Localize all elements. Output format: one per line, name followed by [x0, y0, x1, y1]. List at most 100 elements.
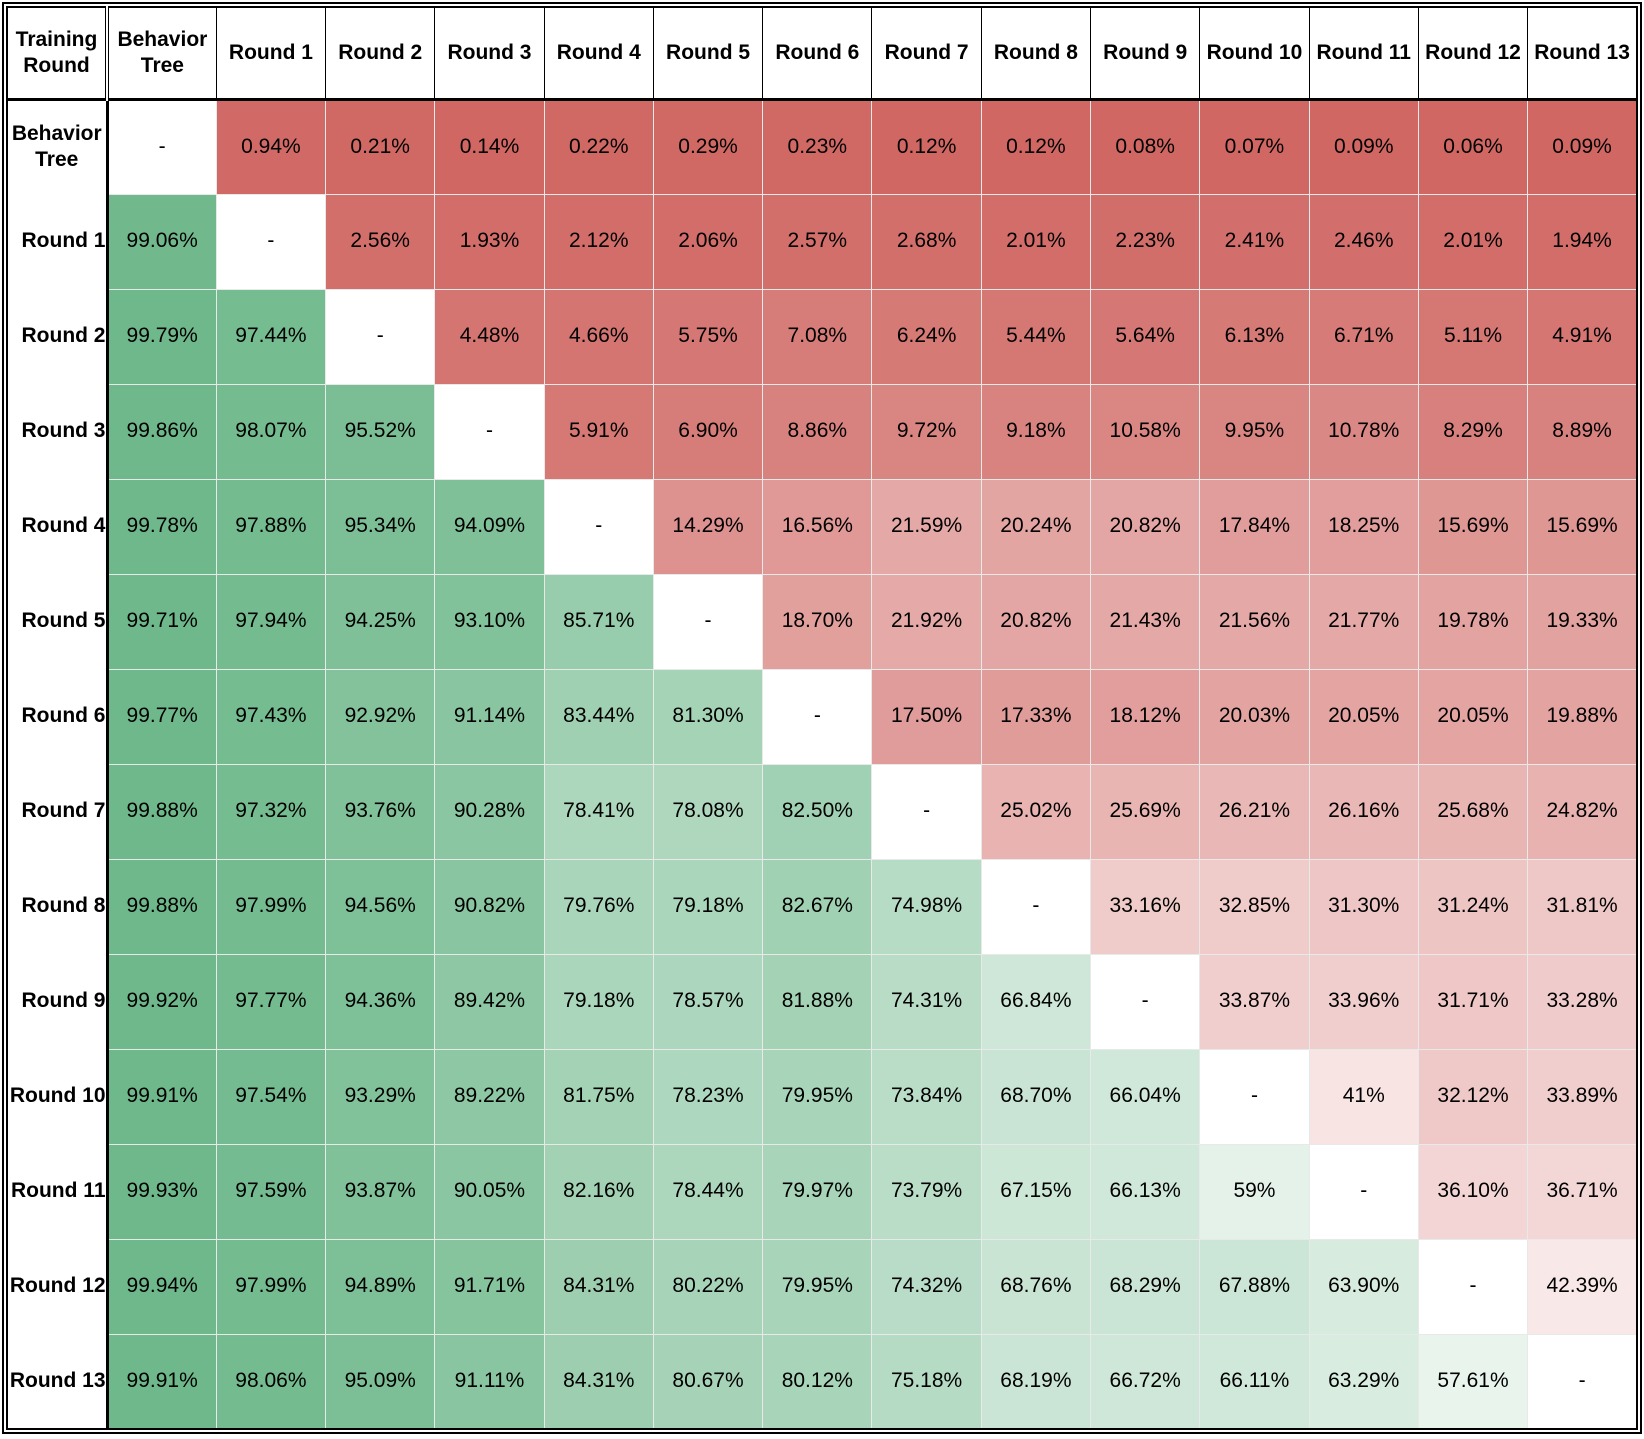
matrix-cell: 5.64%	[1090, 288, 1201, 385]
matrix-cell: 42.39%	[1527, 1238, 1638, 1335]
matrix-cell: 2.12%	[543, 193, 654, 290]
matrix-cell: 90.28%	[434, 763, 545, 860]
matrix-cell: 82.50%	[762, 763, 873, 860]
row-header: Round 5	[6, 574, 109, 669]
matrix-cell: 0.94%	[215, 98, 327, 195]
matrix-cell: 95.09%	[325, 1333, 436, 1430]
matrix-cell: 83.44%	[543, 668, 654, 765]
matrix-cell: 10.78%	[1308, 383, 1419, 480]
matrix-cell: 5.44%	[980, 288, 1092, 385]
matrix-cell: 82.67%	[762, 858, 873, 955]
table-row: Round 6 99.77% 97.43% 92.92% 91.14% 83.44% 81.…	[6, 668, 1638, 765]
matrix-cell: 99.78%	[106, 478, 217, 575]
matrix-cell: 98.07%	[215, 383, 327, 480]
matrix-cell: 2.56%	[325, 193, 436, 290]
matrix-cell: 0.09%	[1308, 98, 1419, 195]
matrix-cell: 5.91%	[543, 383, 654, 480]
matrix-cell: 97.43%	[215, 668, 327, 765]
matrix-cell: -	[1090, 953, 1201, 1050]
matrix-cell: 99.71%	[106, 573, 217, 670]
matrix-cell: 31.71%	[1417, 953, 1529, 1050]
matrix-cell: 0.14%	[434, 98, 545, 195]
col-header: Round 11	[1308, 6, 1419, 101]
matrix-cell: 1.93%	[434, 193, 545, 290]
col-header: Round 5	[652, 6, 764, 101]
matrix-cell: 79.95%	[762, 1238, 873, 1335]
matrix-cell: 2.01%	[980, 193, 1092, 290]
matrix-cell: 26.16%	[1308, 763, 1419, 860]
row-header: Round 1	[6, 194, 109, 289]
matrix-cell: 5.11%	[1417, 288, 1529, 385]
matrix-cell: 6.71%	[1308, 288, 1419, 385]
matrix-cell: 91.14%	[434, 668, 545, 765]
matrix-cell: 2.46%	[1308, 193, 1419, 290]
matrix-cell: 94.25%	[325, 573, 436, 670]
matrix-cell: 68.19%	[980, 1333, 1092, 1430]
row-header: Round 3	[6, 384, 109, 479]
matrix-cell: -	[1527, 1333, 1638, 1430]
matrix-cell: 99.88%	[106, 763, 217, 860]
matrix-cell: 18.25%	[1308, 478, 1419, 575]
matrix-cell: 94.56%	[325, 858, 436, 955]
matrix-cell: 0.22%	[543, 98, 654, 195]
matrix-cell: 17.50%	[871, 668, 982, 765]
matrix-cell: -	[106, 98, 217, 195]
matrix-cell: 0.23%	[762, 98, 873, 195]
matrix-cell: 16.56%	[762, 478, 873, 575]
matrix-cell: 99.92%	[106, 953, 217, 1050]
matrix-cell: 74.32%	[871, 1238, 982, 1335]
matrix-cell: 90.05%	[434, 1143, 545, 1240]
matrix-cell: 75.18%	[871, 1333, 982, 1430]
matrix-cell: 2.57%	[762, 193, 873, 290]
matrix-cell: 31.24%	[1417, 858, 1529, 955]
table-row: Round 13 99.91% 98.06% 95.09% 91.11% 84.31% 80…	[6, 1333, 1638, 1430]
matrix-cell: 95.52%	[325, 383, 436, 480]
matrix-cell: 66.13%	[1090, 1143, 1201, 1240]
matrix-cell: 97.54%	[215, 1048, 327, 1145]
matrix-cell: 94.36%	[325, 953, 436, 1050]
matrix-cell: 20.05%	[1417, 668, 1529, 765]
matrix-cell: 31.30%	[1308, 858, 1419, 955]
matrix-cell: 74.31%	[871, 953, 982, 1050]
table-row: Round 5 99.71% 97.94% 94.25% 93.10% 85.71% -18…	[6, 573, 1638, 670]
matrix-cell: 91.11%	[434, 1333, 545, 1430]
corner-cell: Training Round	[6, 6, 109, 101]
matrix-cell: 84.31%	[543, 1333, 654, 1430]
matrix-cell: 4.66%	[543, 288, 654, 385]
matrix-cell: 20.03%	[1199, 668, 1310, 765]
matrix-cell: 57.61%	[1417, 1333, 1529, 1430]
matrix-cell: 99.91%	[106, 1048, 217, 1145]
matrix-cell: 33.87%	[1199, 953, 1310, 1050]
matrix-cell: 67.15%	[980, 1143, 1092, 1240]
matrix-cell: 66.72%	[1090, 1333, 1201, 1430]
matrix-cell: 66.84%	[980, 953, 1092, 1050]
matrix-cell: 98.06%	[215, 1333, 327, 1430]
matrix-cell: 41%	[1308, 1048, 1419, 1145]
matrix-cell: 0.29%	[652, 98, 764, 195]
col-header: Round 13	[1527, 6, 1638, 101]
col-header: Round 4	[543, 6, 654, 101]
matrix-cell: 21.56%	[1199, 573, 1310, 670]
matrix-cell: -	[1199, 1048, 1310, 1145]
matrix-cell: 99.94%	[106, 1238, 217, 1335]
matrix-cell: 9.72%	[871, 383, 982, 480]
table-row: Round 3 99.86% 98.07% 95.52% -5.91% 6.90% 8.86…	[6, 383, 1638, 480]
col-header: Round 2	[325, 6, 436, 101]
matrix-cell: 89.22%	[434, 1048, 545, 1145]
matrix-cell: 9.18%	[980, 383, 1092, 480]
matrix-cell: 10.58%	[1090, 383, 1201, 480]
matrix-cell: 78.57%	[652, 953, 764, 1050]
matrix-cell: 33.89%	[1527, 1048, 1638, 1145]
matrix-cell: 4.48%	[434, 288, 545, 385]
matrix-cell: -	[1308, 1143, 1419, 1240]
matrix-cell: 8.29%	[1417, 383, 1529, 480]
matrix-cell: 89.42%	[434, 953, 545, 1050]
matrix-cell: 66.04%	[1090, 1048, 1201, 1145]
matrix-cell: 18.12%	[1090, 668, 1201, 765]
matrix-cell: 33.28%	[1527, 953, 1638, 1050]
matrix-cell: 78.23%	[652, 1048, 764, 1145]
matrix-cell: 2.01%	[1417, 193, 1529, 290]
matrix-cell: 97.94%	[215, 573, 327, 670]
matrix-cell: 79.18%	[543, 953, 654, 1050]
